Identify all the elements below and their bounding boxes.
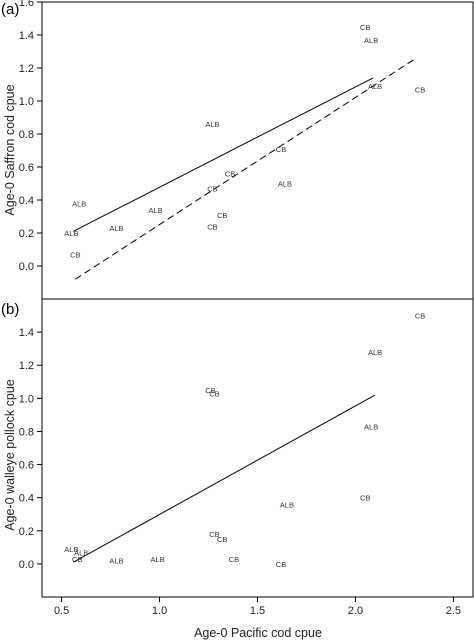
panel-b-y-tick-label: 0.8 (19, 426, 34, 438)
panel-b-fit-lines (73, 394, 376, 563)
panel-b-point-alb: ALB (74, 548, 88, 557)
panel-b-x-tick-label: 2.5 (446, 605, 461, 617)
panel-b-point-cb: CB (217, 535, 227, 544)
panel-a-y-tick-label: 0.2 (19, 228, 34, 240)
panel-a-y-tick-label: 1.2 (19, 63, 34, 75)
panel-b-point-alb: ALB (364, 422, 378, 431)
panel-b-axis-ticks: 0.0 0.2 0.4 0.6 0.8 1.0 1.2 1.4 0.5 1.0 1.5 2.0 2.5 (19, 327, 461, 617)
panel-a-label: (a) (1, 1, 19, 18)
panel-b-point-alb: ALB (64, 545, 78, 554)
panel-b-point-cb: CB (276, 560, 286, 569)
panel-b-y-tick-label: 0.6 (19, 460, 34, 472)
panel-b: (b) Age-0 walleye pollock cpue Age-0 Pac… (1, 298, 474, 640)
panel-b-y-tick-label: 0.0 (19, 559, 34, 571)
panel-a-y-tick-label: 0.6 (19, 162, 34, 174)
panel-a-point-cb: CB (217, 211, 227, 220)
panel-a-solid-fit-line (73, 77, 374, 232)
panel-b-point-cb: CB (72, 555, 82, 564)
panel-a-point-cb: CB (70, 250, 80, 259)
panel-b-y-tick-label: 0.4 (19, 493, 34, 505)
panel-b-point-cb: CB (205, 386, 215, 395)
panel-a-y-tick-label: 1.6 (19, 0, 34, 9)
panel-a-point-cb: CB (415, 85, 425, 94)
panel-b-y-tick-label: 1.4 (19, 327, 34, 339)
panel-a-point-alb: ALB (364, 36, 378, 45)
panel-a-y-tick-label: 0.4 (19, 195, 34, 207)
panel-a-point-cb: CB (276, 145, 286, 154)
panel-b-x-tick-label: 0.5 (54, 605, 69, 617)
panel-a-point-alb: ALB (149, 206, 163, 215)
panel-b-y-tick-label: 1.2 (19, 360, 34, 372)
panel-a-y-tick-label: 1.0 (19, 96, 34, 108)
panel-b-y-tick-label: 1.0 (19, 393, 34, 405)
panel-b-point-cb: CB (209, 530, 219, 539)
panel-a-point-cb: CB (225, 170, 235, 179)
panel-b-x-axis-title: Age-0 Pacific cod cpue (194, 626, 322, 640)
panel-b-point-alb: ALB (368, 348, 382, 357)
panel-a-point-alb: ALB (109, 224, 123, 233)
panel-b-frame (41, 298, 474, 598)
panel-a-point-alb: ALB (72, 199, 86, 208)
panel-b-point-alb: ALB (109, 557, 123, 566)
panel-a-point-cb: CB (207, 184, 217, 193)
panel-a-y-tick-label: 0.0 (19, 261, 34, 273)
panel-a-y-ticks: 0.0 0.2 0.4 0.6 0.8 1.0 1.2 1.4 1.6 (19, 0, 42, 273)
panel-a-point-cb: CB (207, 222, 217, 231)
panel-b-y-tick-label: 0.2 (19, 526, 34, 538)
panel-a-point-alb: ALB (205, 120, 219, 129)
panel-b-solid-fit-line (73, 394, 376, 563)
panel-a-dashed-fit-line (75, 57, 417, 280)
panel-a-y-tick-label: 1.4 (19, 30, 34, 42)
panel-a: (a) Age-0 Saffron cod cpue 0.00.20.40.60… (1, 0, 474, 300)
panel-a-fit-lines (73, 57, 417, 280)
panel-b-x-tick-label: 1.5 (250, 605, 265, 617)
panel-b-label: (b) (1, 301, 19, 318)
panel-b-point-cb: CB (229, 555, 239, 564)
panel-b-point-alb: ALB (280, 500, 294, 509)
panel-b-point-cb: CB (209, 389, 219, 398)
panel-a-point-alb: ALB (278, 180, 292, 189)
panel-a-y-tick-label: 0.8 (19, 129, 34, 141)
panel-b-y-axis-title: Age-0 walleye pollock cpue (3, 379, 17, 531)
panel-b-x-tick-label: 1.0 (152, 605, 167, 617)
panel-a-point-cb: CB (360, 23, 370, 32)
panel-a-point-alb: ALB (64, 229, 78, 238)
panel-a-frame (41, 1, 474, 300)
panel-b-x-tick-label: 2.0 (348, 605, 363, 617)
panel-a-point-alb: ALB (368, 82, 382, 91)
panel-a-y-axis-title: Age-0 Saffron cod cpue (3, 84, 17, 215)
panel-b-point-alb: ALB (150, 555, 164, 564)
panel-b-point-cb: CB (360, 494, 370, 503)
panel-b-point-cb: CB (415, 312, 425, 321)
